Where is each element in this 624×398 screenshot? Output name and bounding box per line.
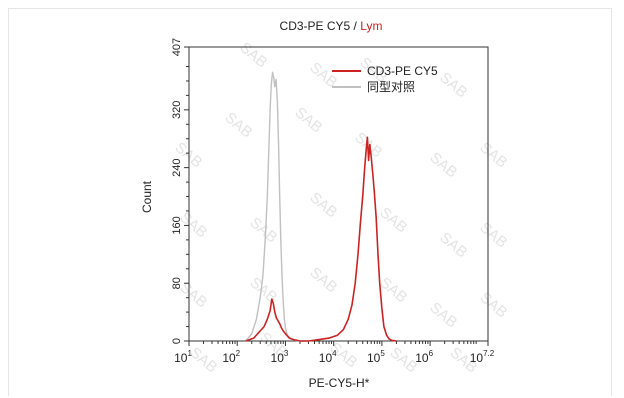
x-axis: 101 102 103 104 105 106 107.2: [174, 341, 495, 365]
title-marker: CD3-PE CY5: [280, 19, 351, 33]
watermark-text: SAB: [476, 219, 510, 251]
chart-panel: SAB SAB SAB SAB SAB SAB SAB SAB SAB SAB SAB SAB SAB S…: [8, 8, 612, 396]
y-tick-label: 160: [171, 216, 183, 234]
title-separator: /: [350, 19, 360, 33]
y-tick-label: 407: [171, 38, 183, 56]
x-tick-label: 101: [174, 349, 192, 365]
y-tick-label: 320: [171, 101, 183, 119]
y-tick-label: 240: [171, 158, 183, 176]
title-gate: Lym: [360, 19, 382, 33]
watermark-text: SAB: [246, 214, 280, 246]
plot-area: [188, 46, 489, 342]
x-tick-label: 106: [415, 349, 433, 365]
watermark-text: SAB: [236, 39, 270, 71]
y-tick-label: 80: [171, 277, 183, 289]
legend-label: 同型对照: [367, 80, 415, 94]
chart-title: CD3-PE CY5 / Lym: [280, 19, 383, 33]
watermark-text: SAB: [476, 289, 510, 321]
series-line-sample: [245, 136, 397, 342]
watermark-text: SAB: [476, 139, 510, 171]
x-tick-label: 105: [367, 349, 385, 365]
x-axis-label: PE-CY5-H*: [309, 376, 370, 390]
x-tick-label: 103: [271, 349, 289, 365]
watermark-text: SAB: [221, 109, 255, 141]
watermark-text: SAB: [376, 204, 410, 236]
watermark-text: SAB: [426, 299, 460, 331]
watermark-text: SAB: [306, 264, 340, 296]
y-tick-label: 0: [171, 338, 183, 344]
series-line-isotype: [245, 71, 309, 342]
y-axis: 0 80 160 240 320 407: [171, 38, 189, 344]
watermark-text: SAB: [246, 274, 280, 306]
watermark-text: SAB: [291, 104, 325, 136]
watermark-text: SAB: [436, 229, 470, 261]
x-tick-label: 107.2: [470, 349, 495, 365]
watermark-text: SAB: [436, 69, 470, 101]
x-tick-label: 104: [319, 349, 337, 365]
legend-label: CD3-PE CY5: [367, 64, 438, 78]
watermark-text: SAB: [306, 189, 340, 221]
series-layer: [245, 71, 397, 342]
x-tick-label: 102: [222, 349, 240, 365]
legend: CD3-PE CY5 同型对照: [332, 64, 438, 94]
watermark-text: SAB: [426, 149, 460, 181]
y-axis-label: Count: [140, 180, 154, 213]
